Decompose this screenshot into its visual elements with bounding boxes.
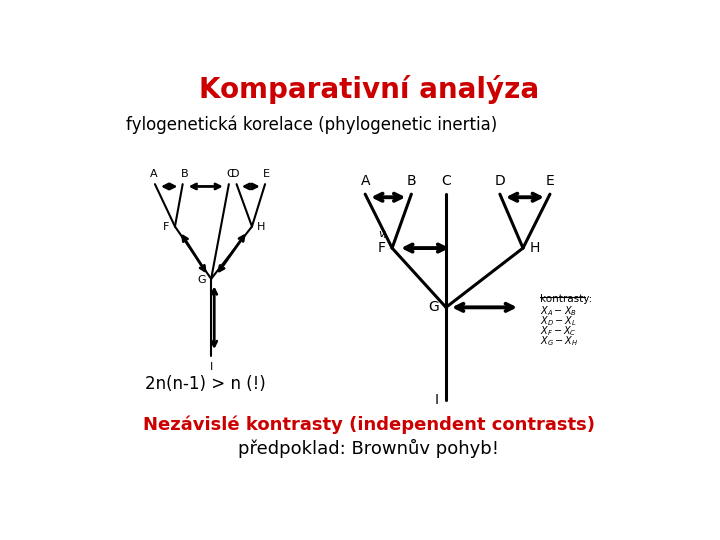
Text: C: C xyxy=(227,169,234,179)
Text: v,: v, xyxy=(378,229,387,239)
Text: F: F xyxy=(377,241,385,255)
Text: $X_F - X_C$: $X_F - X_C$ xyxy=(540,325,577,338)
Text: G: G xyxy=(428,300,439,314)
Text: kontrasty:: kontrasty: xyxy=(540,294,592,304)
Text: $X_G - X_H$: $X_G - X_H$ xyxy=(540,334,578,348)
Text: E: E xyxy=(546,174,554,188)
Text: H: H xyxy=(530,241,540,255)
Text: G: G xyxy=(197,275,206,286)
Text: 2n(n-1) > n (!): 2n(n-1) > n (!) xyxy=(145,375,266,393)
Text: H: H xyxy=(257,221,266,232)
Text: Komparativní analýza: Komparativní analýza xyxy=(199,75,539,104)
Text: C: C xyxy=(441,174,451,188)
Text: D: D xyxy=(231,169,239,179)
Text: fylogenetická korelace (phylogenetic inertia): fylogenetická korelace (phylogenetic ine… xyxy=(127,116,498,134)
Text: Nezávislé kontrasty (independent contrasts): Nezávislé kontrasty (independent contras… xyxy=(143,416,595,434)
Text: $X_D - X_L$: $X_D - X_L$ xyxy=(540,314,577,328)
Text: I: I xyxy=(210,362,213,372)
Text: $X_A - X_B$: $X_A - X_B$ xyxy=(540,304,577,318)
Text: D: D xyxy=(495,174,505,188)
Text: I: I xyxy=(435,393,439,407)
Text: F: F xyxy=(163,221,170,232)
Text: A: A xyxy=(361,174,370,188)
Text: B: B xyxy=(181,169,188,179)
Text: E: E xyxy=(263,169,270,179)
Text: A: A xyxy=(150,169,157,179)
Text: B: B xyxy=(407,174,416,188)
Text: předpoklad: Brownův pohyb!: předpoklad: Brownův pohyb! xyxy=(238,438,500,458)
